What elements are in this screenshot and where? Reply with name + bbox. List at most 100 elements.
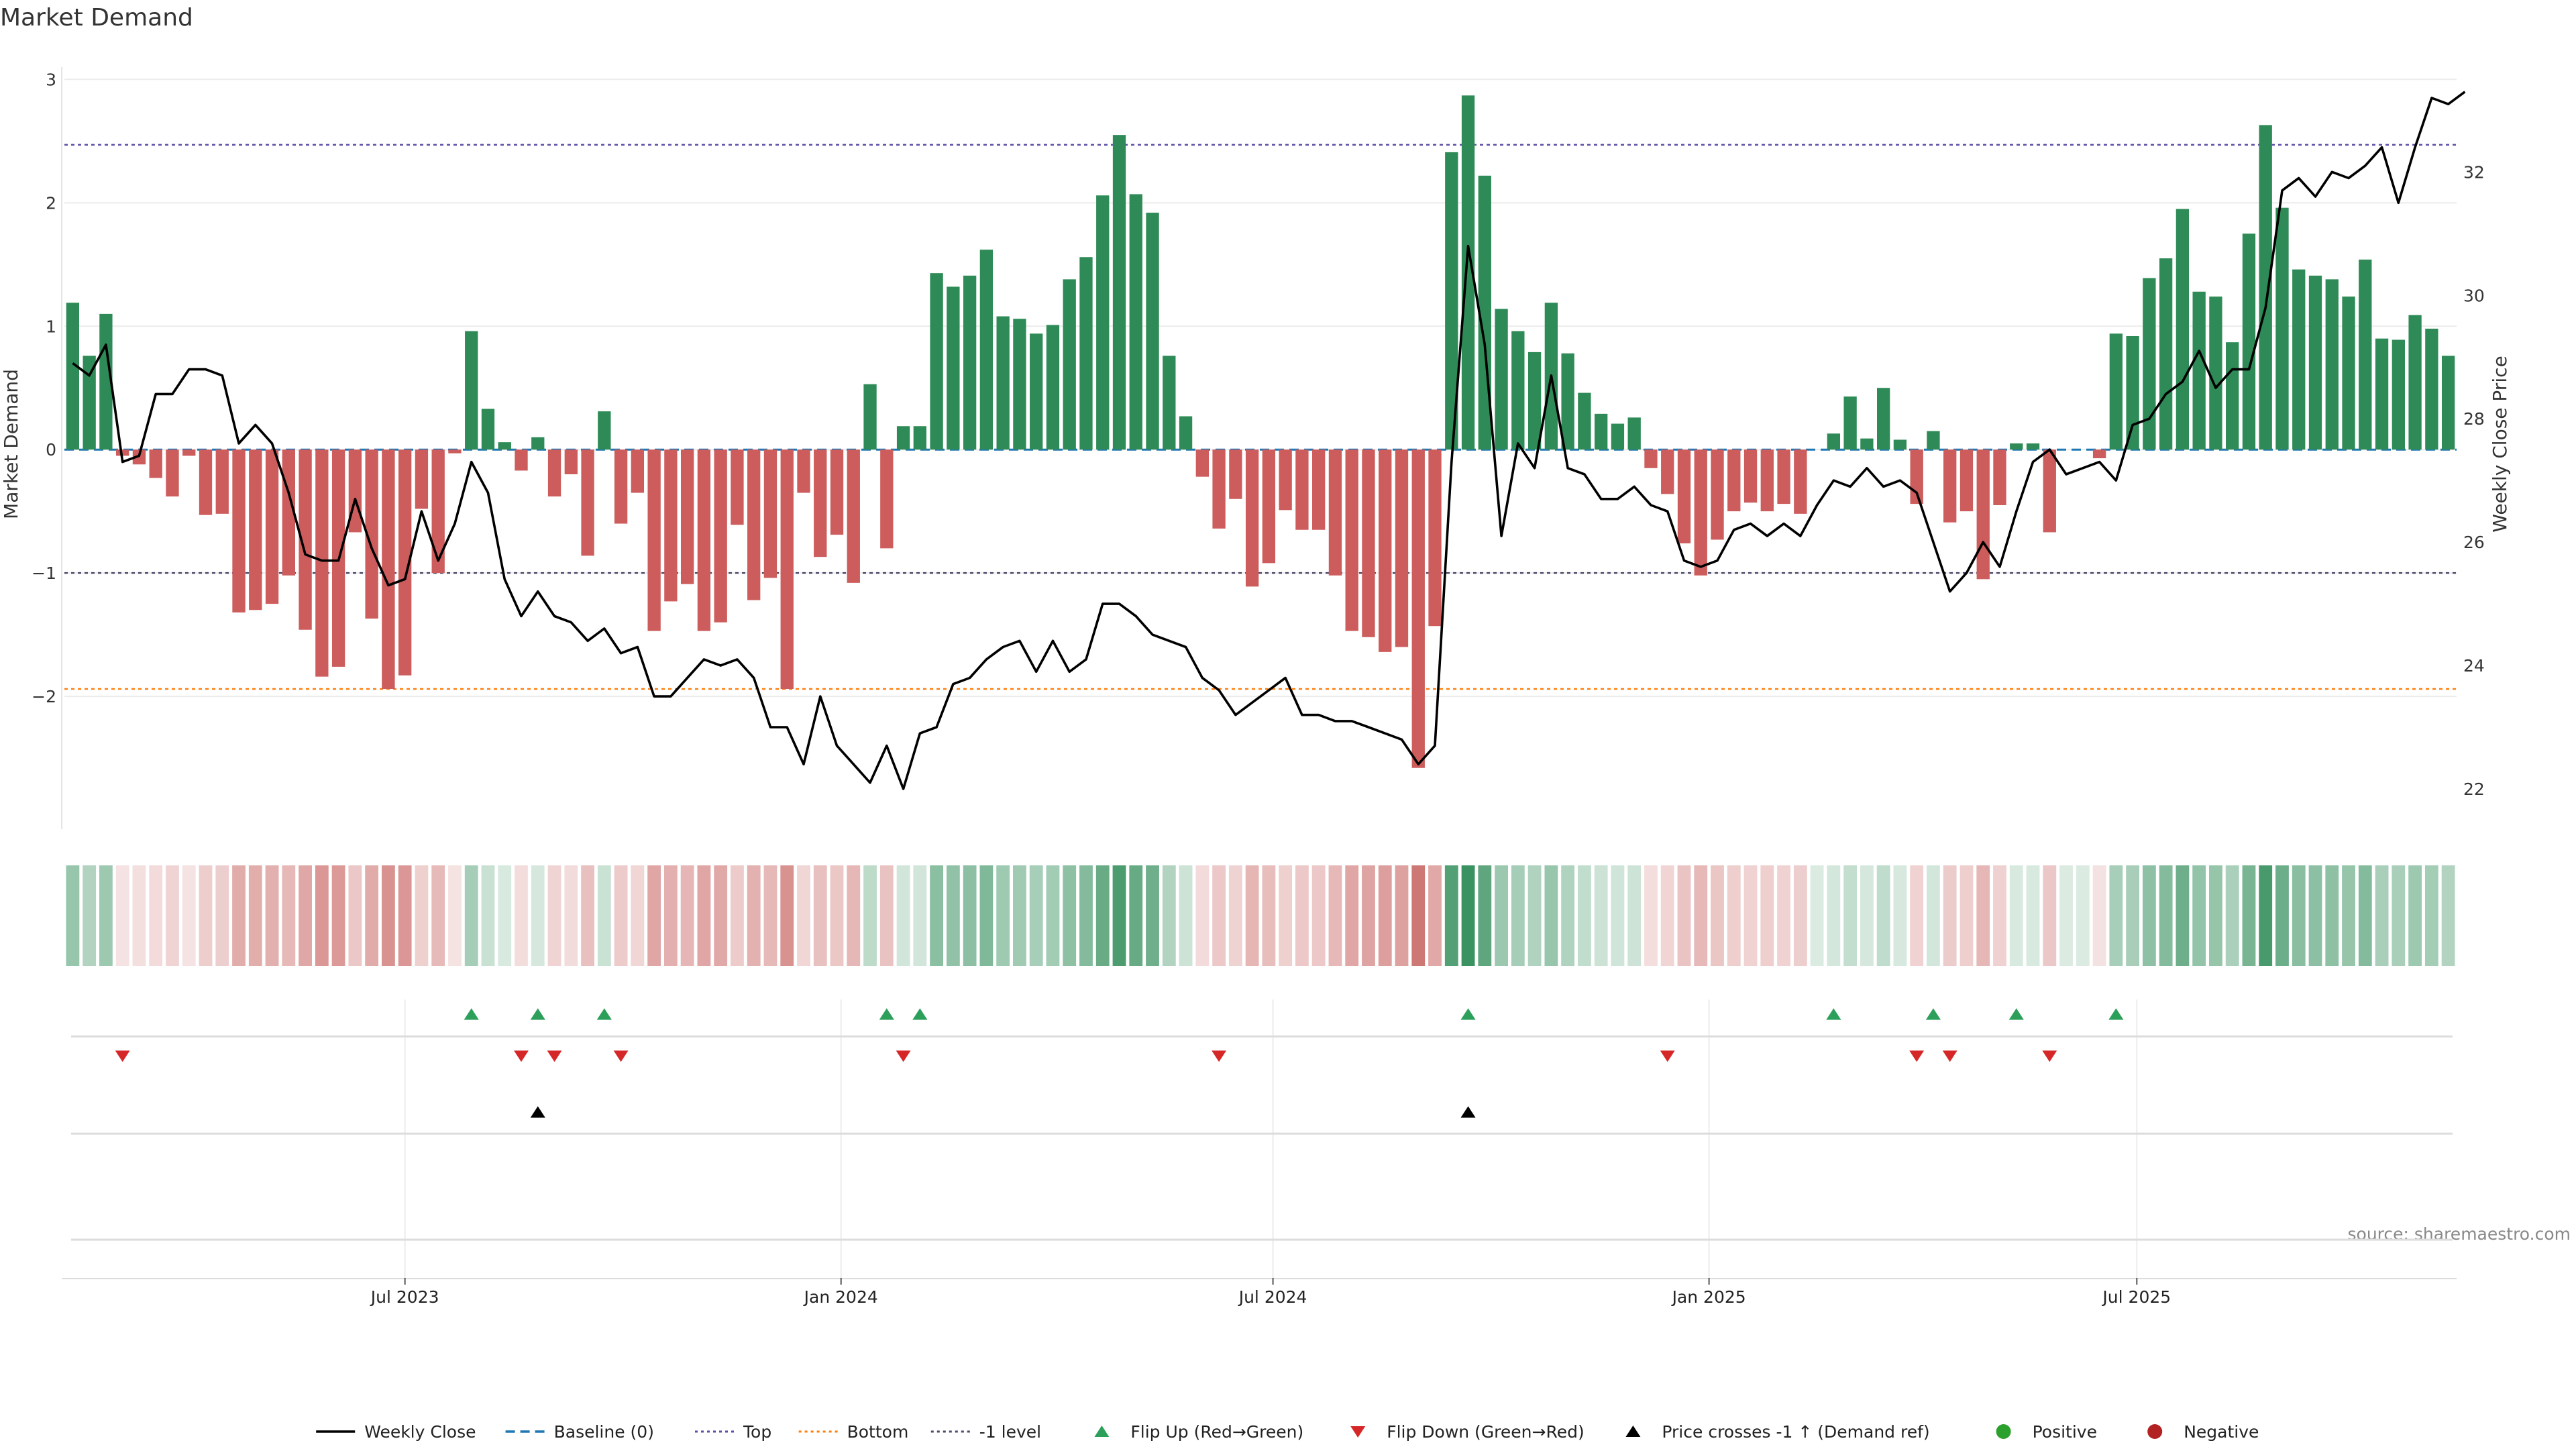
- demand-bar-positive: [2441, 356, 2455, 450]
- flip-up-marker: [1460, 1008, 1476, 1020]
- heat-cell: [415, 865, 429, 966]
- heat-cell: [879, 865, 894, 966]
- demand-bar-negative: [647, 449, 661, 631]
- demand-bar-positive: [1163, 356, 1176, 450]
- demand-bar-positive: [2242, 233, 2256, 450]
- legend-label: Flip Down (Green→Red): [1387, 1422, 1585, 1442]
- heat-cell: [2424, 865, 2438, 966]
- demand-bar-negative: [1395, 449, 1409, 647]
- demand-bar-negative: [1362, 449, 1375, 637]
- heat-cell: [1046, 865, 1060, 966]
- heat-cell: [282, 865, 296, 966]
- demand-bar-negative: [1262, 449, 1276, 564]
- heat-cell: [531, 865, 545, 966]
- heat-cell: [115, 865, 129, 966]
- demand-bar-negative: [1743, 449, 1758, 503]
- heat-cell: [2242, 865, 2256, 966]
- heat-cell: [1029, 865, 1043, 966]
- demand-bar-negative: [1694, 449, 1707, 576]
- heat-cell: [464, 865, 478, 966]
- heat-cell: [2176, 865, 2190, 966]
- heat-cell: [1013, 865, 1026, 966]
- demand-bar-positive: [1627, 417, 1641, 450]
- price-cross-marker: [1460, 1106, 1476, 1118]
- demand-bar-negative: [1328, 449, 1342, 576]
- demand-bar-negative: [1993, 449, 2006, 505]
- x-tick-label: Jan 2025: [1671, 1287, 1746, 1307]
- demand-bar-negative: [697, 449, 711, 631]
- demand-bar-positive: [1561, 353, 1574, 450]
- demand-bar-negative: [880, 449, 894, 549]
- heat-cell: [1228, 865, 1242, 966]
- right-tick-label: 24: [2463, 656, 2485, 676]
- demand-bar-positive: [2176, 209, 2190, 450]
- demand-bar-negative: [382, 449, 395, 690]
- heat-cell: [1079, 865, 1093, 966]
- legend-label: Weekly Close: [364, 1422, 476, 1442]
- heat-cell: [946, 865, 960, 966]
- legend-label: Baseline (0): [554, 1422, 654, 1442]
- demand-bar-positive: [598, 411, 611, 450]
- heat-cell: [2408, 865, 2422, 966]
- demand-bar-negative: [232, 449, 246, 612]
- heat-cell: [132, 865, 146, 966]
- heat-cell: [1478, 865, 1492, 966]
- heat-cell: [83, 865, 97, 966]
- flip-down-marker: [2042, 1051, 2057, 1062]
- heat-cell: [498, 865, 512, 966]
- demand-bar-negative: [199, 449, 213, 515]
- left-tick-label: −2: [32, 687, 56, 706]
- heat-cell: [1395, 865, 1409, 966]
- heat-cell: [2392, 865, 2406, 966]
- demand-bar-negative: [1777, 449, 1790, 504]
- right-tick-label: 26: [2463, 533, 2485, 552]
- heat-cell: [2342, 865, 2355, 966]
- demand-bar-positive: [1146, 213, 1159, 450]
- demand-bar-positive: [1893, 439, 1907, 450]
- demand-bar-negative: [265, 449, 279, 604]
- heat-cell: [1345, 865, 1359, 966]
- demand-bar-positive: [1578, 392, 1591, 450]
- heat-cell: [797, 865, 810, 966]
- demand-bar-positive: [2375, 338, 2389, 450]
- heat-cell: [631, 865, 645, 966]
- left-tick-label: 1: [46, 317, 56, 336]
- heat-cell: [913, 865, 927, 966]
- flip-up-marker: [464, 1008, 479, 1020]
- left-tick-label: −1: [32, 564, 56, 583]
- demand-bar-negative: [1195, 449, 1209, 477]
- heat-cell: [232, 865, 246, 966]
- heat-cell: [1627, 865, 1642, 966]
- heat-cell: [963, 865, 977, 966]
- heat-cell: [1212, 865, 1226, 966]
- heat-cell: [2209, 865, 2222, 966]
- demand-bar-negative: [515, 449, 528, 471]
- weekly-close-line: [72, 91, 2466, 790]
- demand-bar-positive: [1860, 438, 1874, 450]
- flip-down-marker: [1942, 1051, 1957, 1062]
- heat-cell: [1179, 865, 1193, 966]
- demand-bar-positive: [1827, 433, 1841, 450]
- heat-cell: [2441, 865, 2455, 966]
- demand-bar-negative: [747, 449, 761, 600]
- demand-bar-positive: [2010, 443, 2023, 450]
- demand-bar-positive: [2026, 443, 2040, 450]
- demand-bar-negative: [149, 449, 162, 478]
- heat-cell: [2259, 865, 2273, 966]
- heat-cell: [1960, 865, 1974, 966]
- demand-bar-negative: [365, 449, 378, 619]
- heat-cell: [2275, 865, 2289, 966]
- heat-cell: [1561, 865, 1575, 966]
- chart-title: Market Demand: [0, 4, 193, 32]
- heat-cell: [1461, 865, 1475, 966]
- heat-cell: [1594, 865, 1608, 966]
- demand-bar-negative: [249, 449, 262, 610]
- heat-cell: [763, 865, 777, 966]
- heat-cell: [365, 865, 379, 966]
- heat-cell: [381, 865, 395, 966]
- demand-bar-negative: [614, 449, 628, 524]
- flip-up-marker: [1925, 1008, 1941, 1020]
- demand-bar-negative: [1428, 449, 1442, 627]
- heat-cell: [1743, 865, 1758, 966]
- heat-cell: [680, 865, 694, 966]
